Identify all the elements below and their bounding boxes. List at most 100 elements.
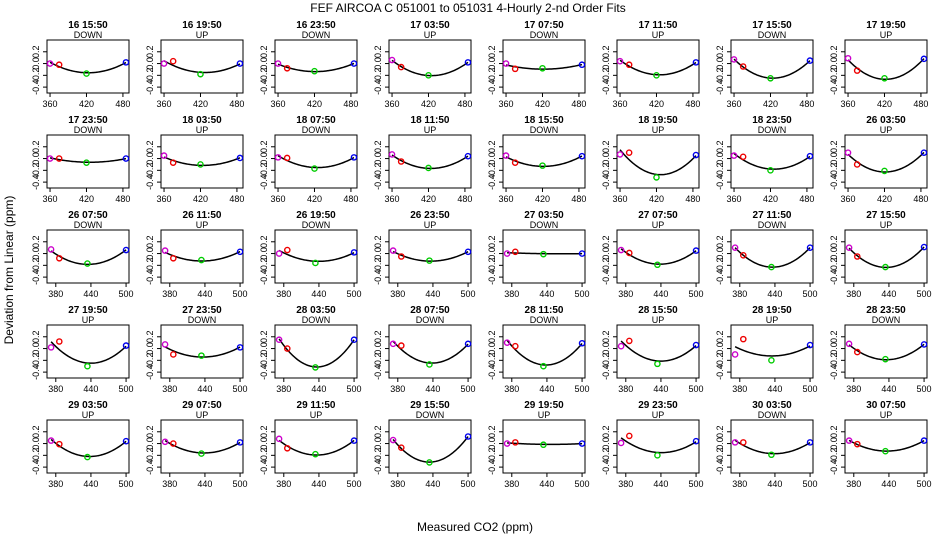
y-tick-label: 0.0 <box>829 57 839 70</box>
fit-curve <box>392 250 469 262</box>
data-point <box>83 159 90 166</box>
x-tick-label: 500 <box>347 289 362 299</box>
data-point <box>312 450 319 458</box>
panel-frame <box>160 419 244 474</box>
data-point <box>84 362 91 370</box>
panel-title: 18 11:50 <box>411 115 450 126</box>
x-tick-label: 480 <box>343 99 358 109</box>
panel-direction: DOWN <box>74 220 103 230</box>
x-tick-label: 380 <box>390 289 405 299</box>
x-tick-label: 440 <box>539 479 554 489</box>
x-tick-label: 500 <box>347 384 362 394</box>
y-tick-label: -0.4 <box>601 459 611 475</box>
panel-frame <box>46 39 130 94</box>
panel-direction: DOWN <box>758 220 787 230</box>
data-point <box>654 452 661 459</box>
panel-direction: DOWN <box>758 410 787 420</box>
data-point <box>283 246 291 254</box>
panel-direction: UP <box>196 125 209 135</box>
y-tick-label: -0.4 <box>145 459 155 475</box>
panel-title: 30 07:50 <box>866 400 906 411</box>
x-tick-label: 480 <box>229 99 244 109</box>
data-point <box>389 436 397 444</box>
x-tick-label: 440 <box>83 479 98 489</box>
data-point <box>578 250 586 257</box>
data-point <box>730 152 738 159</box>
data-point <box>540 362 547 370</box>
data-point <box>426 361 433 368</box>
fit-curve <box>848 343 925 361</box>
x-tick-label: 380 <box>504 384 519 394</box>
y-tick-label: 0.0 <box>715 57 725 70</box>
data-point <box>768 451 775 459</box>
fit-curve <box>847 58 925 81</box>
panel-title: 27 19:50 <box>68 305 108 316</box>
x-tick-label: 480 <box>115 194 130 204</box>
panel-title: 29 23:50 <box>638 400 678 411</box>
data-point <box>731 351 739 358</box>
y-tick-label: -0.4 <box>31 459 41 475</box>
y-tick-label: -0.4 <box>31 269 41 285</box>
panel-title: 29 19:50 <box>524 400 564 411</box>
x-tick-label: 380 <box>732 479 747 489</box>
y-tick-label: 0.2 <box>373 236 383 249</box>
data-point <box>275 336 283 344</box>
panel-frame <box>502 229 586 284</box>
panel-title: 18 15:50 <box>524 115 564 126</box>
y-tick-label: -0.2 <box>715 448 725 464</box>
x-tick-label: 500 <box>689 384 704 394</box>
panel-title: 28 23:50 <box>866 305 906 316</box>
y-tick-label: 0.0 <box>259 342 269 355</box>
y-tick-label: 0.2 <box>487 331 497 344</box>
panel-direction: DOWN <box>872 315 901 325</box>
data-point <box>503 339 511 346</box>
y-tick-label: -0.2 <box>259 163 269 179</box>
panel-title: 27 07:50 <box>638 210 678 221</box>
data-point <box>920 437 928 444</box>
y-tick-label: -0.4 <box>31 79 41 95</box>
y-tick-label: -0.2 <box>31 163 41 179</box>
x-tick-label: 360 <box>499 194 514 204</box>
y-tick-label: 0.0 <box>31 437 41 450</box>
data-point <box>161 438 169 446</box>
data-point <box>389 340 397 348</box>
panel-title: 17 15:50 <box>752 20 792 31</box>
y-tick-label: 0.0 <box>373 437 383 450</box>
x-tick-label: 380 <box>162 479 177 489</box>
fit-curve <box>164 250 241 262</box>
panel-frame <box>46 229 130 284</box>
panel-title: 27 11:50 <box>753 210 792 221</box>
y-tick-label: -0.4 <box>715 79 725 95</box>
data-point <box>616 151 624 158</box>
data-point <box>283 345 291 352</box>
x-tick-label: 360 <box>43 99 58 109</box>
panel-frame <box>274 419 358 474</box>
x-tick-label: 500 <box>461 289 476 299</box>
y-tick-label: -0.4 <box>145 174 155 190</box>
fit-curve <box>163 156 241 167</box>
panel-frame <box>616 419 700 474</box>
panel-title: 29 11:50 <box>297 400 336 411</box>
y-tick-label: -0.2 <box>373 258 383 274</box>
x-tick-label: 360 <box>385 99 400 109</box>
panel-title: 26 19:50 <box>296 210 336 221</box>
x-tick-label: 480 <box>685 194 700 204</box>
y-tick-label: 0.2 <box>259 46 269 59</box>
x-tick-label: 500 <box>917 384 932 394</box>
fit-curve <box>164 346 241 358</box>
y-tick-label: 0.2 <box>31 236 41 249</box>
x-tick-label: 380 <box>276 289 291 299</box>
x-tick-label: 420 <box>535 99 550 109</box>
x-tick-label: 500 <box>461 479 476 489</box>
y-tick-label: 0.2 <box>145 236 155 249</box>
y-tick-label: 0.2 <box>601 426 611 439</box>
data-point <box>540 441 547 449</box>
y-tick-label: 0.2 <box>31 426 41 439</box>
